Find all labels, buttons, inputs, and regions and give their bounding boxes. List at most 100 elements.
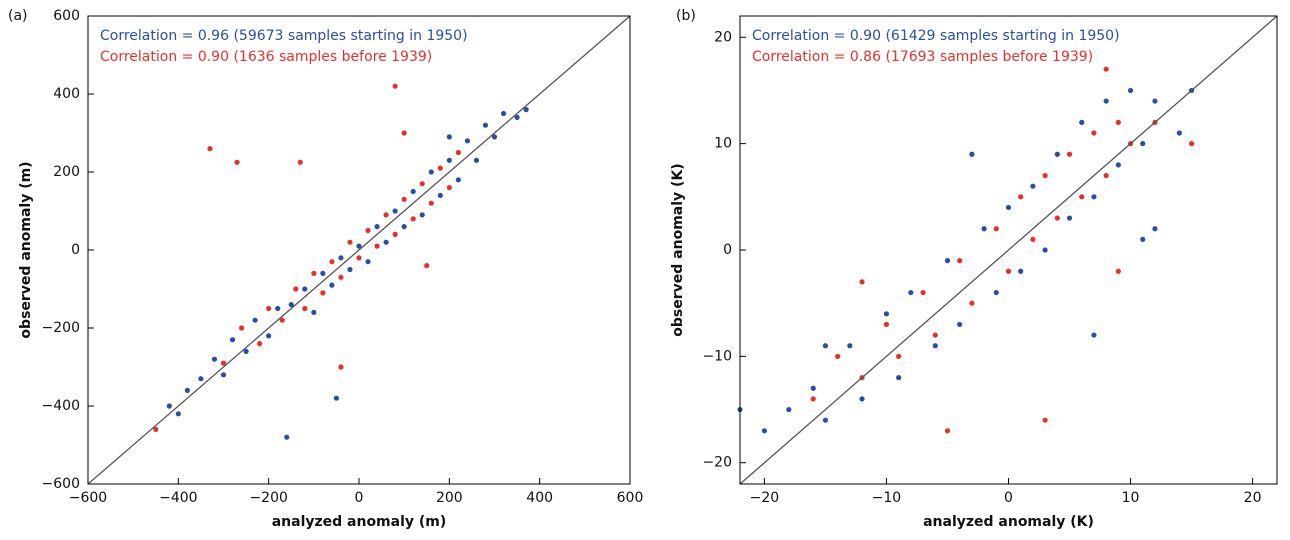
point: [257, 341, 263, 347]
x-tick-label: −200: [249, 490, 287, 506]
point: [338, 364, 344, 370]
point: [1103, 98, 1109, 104]
point: [302, 286, 308, 292]
point: [957, 321, 963, 328]
point: [333, 395, 340, 401]
point: [419, 212, 425, 218]
point: [1066, 215, 1073, 221]
point: [184, 387, 190, 393]
point: [238, 325, 245, 331]
x-tick-label: 10: [1122, 490, 1140, 506]
x-tick-label: 20: [1244, 490, 1262, 506]
point: [374, 243, 380, 249]
point: [329, 259, 335, 265]
point: [932, 343, 938, 349]
point: [455, 149, 461, 156]
point: [810, 396, 816, 402]
point: [383, 239, 389, 245]
point: [374, 224, 380, 230]
point: [311, 309, 317, 315]
point: [392, 231, 398, 237]
x-tick-label: 200: [436, 490, 463, 506]
point: [392, 208, 398, 214]
point: [822, 343, 829, 349]
point: [1091, 194, 1097, 200]
point: [1091, 332, 1097, 338]
point: [311, 270, 317, 276]
point: [1066, 151, 1073, 157]
y-tick-label: 0: [71, 242, 80, 258]
point: [329, 282, 335, 288]
point: [229, 337, 236, 343]
point: [297, 159, 303, 165]
point: [1140, 236, 1146, 242]
y-tick-label: 200: [53, 164, 80, 180]
x-tick-label: −10: [872, 490, 902, 506]
point: [243, 348, 249, 354]
point: [166, 403, 172, 409]
point: [175, 411, 181, 417]
point: [455, 177, 461, 183]
point: [365, 259, 371, 265]
point: [482, 122, 489, 128]
point: [198, 376, 204, 382]
point: [514, 114, 520, 120]
point: [908, 289, 914, 296]
point: [320, 290, 326, 296]
point: [883, 311, 890, 317]
point: [266, 305, 272, 312]
point: [1042, 247, 1048, 253]
point: [1127, 87, 1134, 94]
point: [383, 212, 389, 218]
point: [993, 289, 999, 296]
point: [1079, 119, 1085, 125]
point: [969, 151, 975, 157]
x-axis-label: analyzed anomaly (m): [272, 514, 447, 530]
point: [1018, 194, 1024, 200]
y-tick-label: −200: [42, 320, 80, 336]
point: [1103, 172, 1109, 179]
point: [211, 356, 218, 362]
point: [347, 266, 353, 273]
y-tick-label: 0: [723, 242, 732, 258]
point: [207, 146, 213, 152]
point: [437, 192, 443, 198]
point: [338, 255, 344, 261]
point: [365, 227, 371, 234]
y-tick-label: 10: [714, 136, 732, 152]
x-tick-label: 400: [526, 490, 553, 506]
point: [1188, 141, 1195, 147]
annotation: Correlation = 0.90 (61429 samples starti…: [752, 28, 1120, 44]
point: [424, 263, 430, 269]
point: [1005, 268, 1012, 274]
point: [859, 279, 865, 285]
point: [896, 353, 902, 359]
point: [220, 372, 227, 378]
y-tick-label: −600: [42, 476, 80, 492]
point: [356, 243, 362, 249]
point: [1030, 236, 1036, 242]
point: [153, 426, 159, 432]
y-tick-label: −400: [42, 398, 80, 414]
point: [234, 159, 240, 165]
point: [847, 343, 853, 349]
point: [275, 305, 281, 312]
point: [320, 270, 326, 276]
point: [957, 258, 963, 264]
diagonal: [739, 15, 1278, 485]
point: [1042, 417, 1048, 423]
point: [981, 226, 987, 232]
point: [1042, 172, 1048, 179]
point: [1054, 215, 1060, 221]
x-tick-label: 0: [355, 490, 364, 506]
point: [523, 107, 529, 113]
point: [883, 321, 890, 328]
point: [761, 428, 768, 434]
point: [859, 396, 865, 402]
x-tick-label: 0: [1004, 490, 1013, 506]
annotation: Correlation = 0.90 (1636 samples before …: [100, 49, 432, 65]
point: [437, 165, 443, 171]
y-axis-label: observed anomaly (m): [18, 161, 34, 338]
point: [401, 196, 407, 202]
